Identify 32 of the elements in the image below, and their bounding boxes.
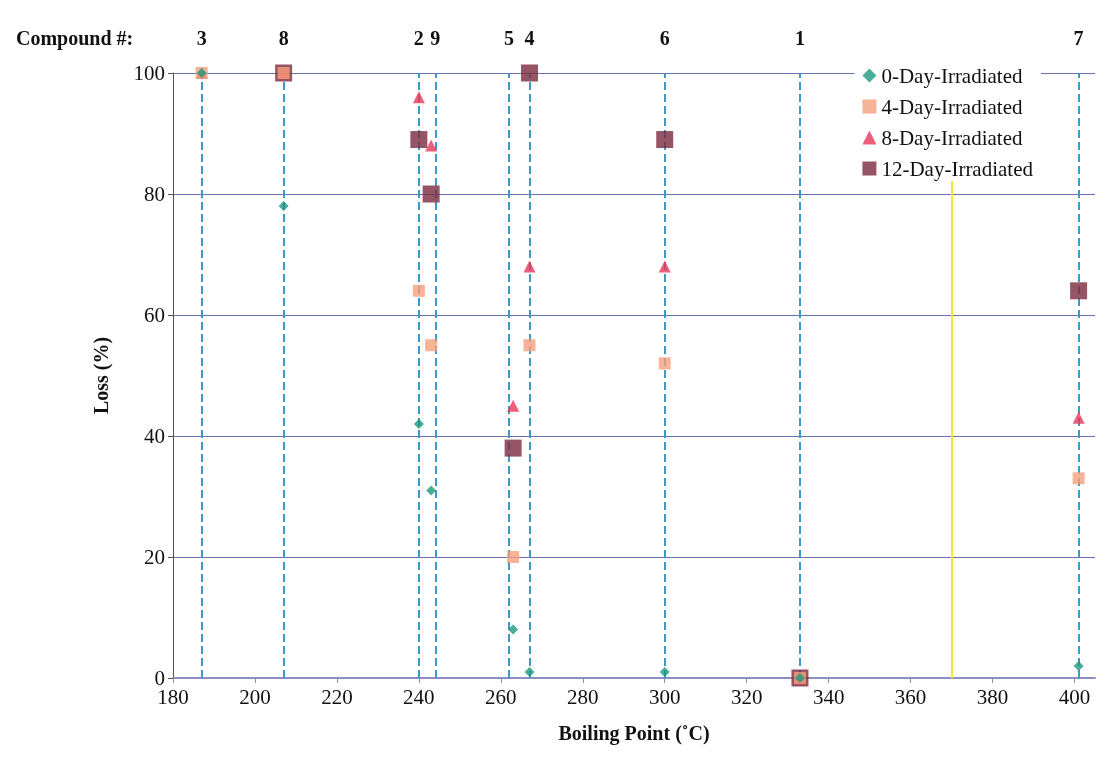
y-tick-label: 20 bbox=[144, 545, 165, 569]
legend-label: 12-Day-Irradiated bbox=[881, 156, 1034, 181]
y-tick-label: 100 bbox=[133, 61, 165, 85]
x-tick-label: 300 bbox=[648, 684, 681, 709]
x-tick-label: 280 bbox=[567, 684, 599, 709]
legend-label: 4-Day-Irradiated bbox=[881, 94, 1023, 119]
x-tick-label: 240 bbox=[403, 684, 435, 709]
legend-label: 0-Day-Irradiated bbox=[881, 63, 1023, 88]
x-tick-label: 400 bbox=[1058, 684, 1091, 709]
x-tick-label: 220 bbox=[321, 684, 353, 709]
text: 2 bbox=[413, 27, 424, 49]
text: 4 bbox=[524, 27, 535, 49]
x-tick-label: 360 bbox=[894, 684, 927, 709]
y-axis-title: Loss (%) bbox=[90, 336, 113, 415]
y-tick-label: 60 bbox=[144, 303, 165, 327]
y-tick-label: 40 bbox=[144, 424, 165, 448]
x-tick-label: 200 bbox=[239, 684, 271, 709]
text: 5 bbox=[504, 27, 515, 49]
x-tick-label: 320 bbox=[730, 684, 763, 709]
text: 1 bbox=[794, 27, 805, 49]
text: 3 bbox=[196, 27, 207, 49]
text: 8 bbox=[278, 27, 289, 49]
text: 9 bbox=[430, 27, 441, 49]
text: Compound #: bbox=[16, 27, 134, 50]
legend-label: 8-Day-Irradiated bbox=[881, 125, 1023, 150]
text: 6 bbox=[659, 27, 670, 49]
x-axis-title: Boiling Point (˚C) bbox=[558, 722, 710, 745]
text: 7 bbox=[1073, 27, 1084, 49]
x-tick-label: 260 bbox=[485, 684, 517, 709]
x-tick-label: 380 bbox=[976, 684, 1009, 709]
x-tick-label: 340 bbox=[812, 684, 845, 709]
y-tick-label: 80 bbox=[144, 182, 165, 206]
